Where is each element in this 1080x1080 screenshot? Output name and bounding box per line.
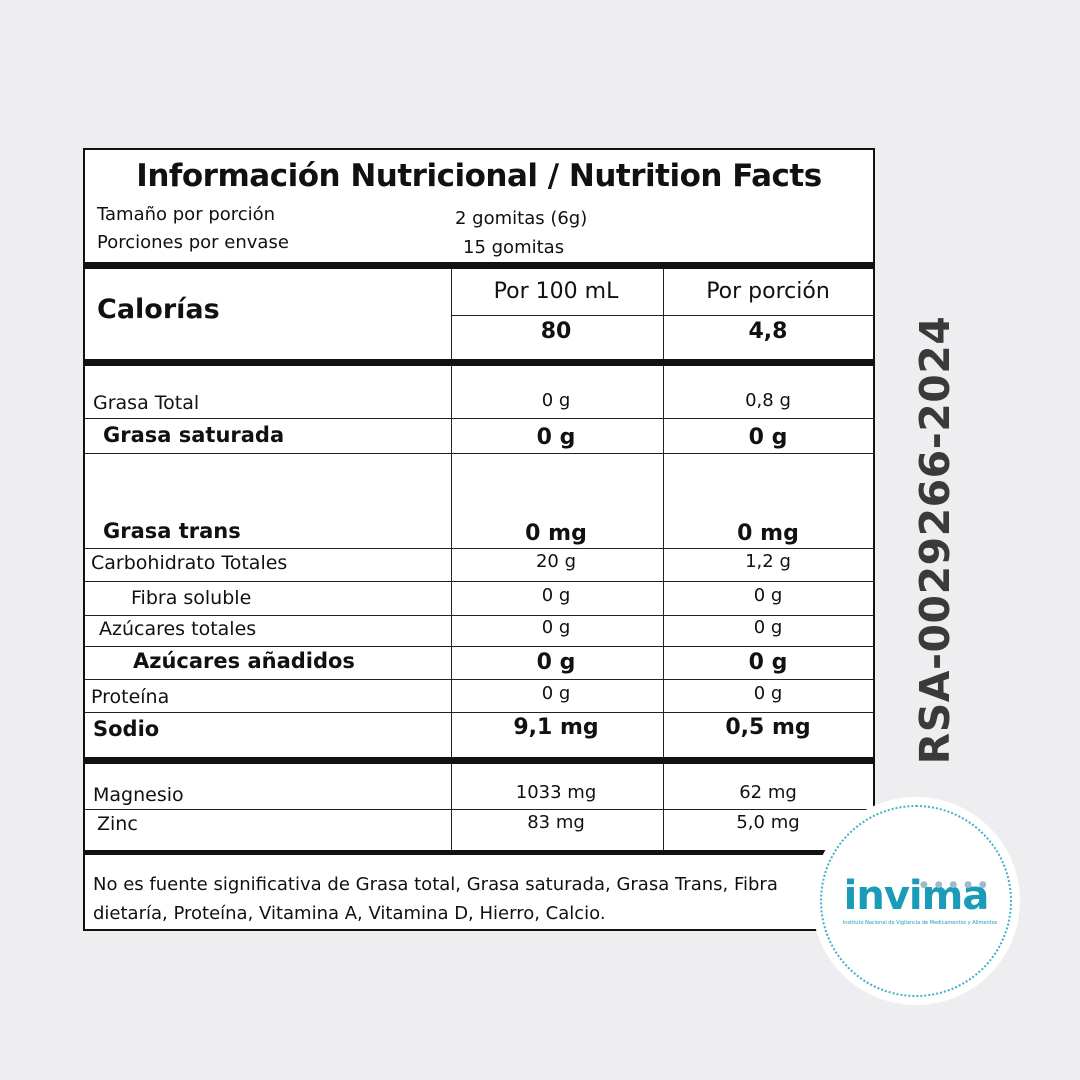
nutrient-value-per-serving: 0 g [748,650,788,675]
nutrient-label-trans-fat: Grasa trans [103,519,241,543]
nutrient-label-magnesium: Magnesio [93,784,184,806]
nutrient-value-per-100ml: 0 g [541,585,571,606]
nutrient-label-total-sugars: Azúcares totales [99,618,257,640]
nutrient-value-per-serving: 0,5 mg [725,715,811,740]
nutrient-value-per-serving: 0 g [753,585,783,606]
column-header-per-100ml: Por 100 mL [493,279,619,304]
nutrient-value-per-serving: 62 mg [739,782,797,803]
nutrient-value-per-100ml: 20 g [535,551,577,572]
label-title: Información Nutricional / Nutrition Fact… [136,158,822,194]
nutrient-label-added-sugars: Azúcares añadidos [133,649,355,673]
nutrition-facts-label: Información Nutricional / Nutrition Fact… [83,148,875,931]
nutrient-value-per-100ml: 0 g [536,425,576,450]
row-divider [85,646,873,647]
nutrient-value-per-100ml: 0 g [536,650,576,675]
thick-divider [85,262,873,269]
servings-per-pack-label: Porciones por envase [97,232,289,253]
nutrient-label-protein: Proteína [91,686,170,708]
invima-logo: invima [812,873,1020,919]
serving-size-label: Tamaño por porción [97,204,276,225]
column-header-per-serving: Por porción [706,279,830,304]
calories-label: Calorías [97,294,220,325]
servings-per-pack-value: 15 gomitas [463,237,565,258]
row-divider [85,418,873,419]
nutrient-value-per-100ml: 0 g [541,617,571,638]
thick-divider [85,359,873,366]
nutrient-value-per-100ml: 0 g [541,390,571,411]
row-divider [85,679,873,680]
nutrient-value-per-100ml: 83 mg [527,812,585,833]
nutrient-label-soluble-fiber: Fibra soluble [131,587,252,609]
nutrient-label-total-fat: Grasa Total [93,392,200,414]
nutrient-value-per-100ml: 0 g [541,683,571,704]
row-divider [85,615,873,616]
column-divider [663,366,664,758]
serving-size-value: 2 gomitas (6g) [455,208,588,229]
thick-divider [85,850,873,855]
nutrient-value-per-serving: 0 g [748,425,788,450]
nutrient-label-saturated-fat: Grasa saturada [103,423,285,447]
nutrient-value-per-100ml: 0 mg [525,521,587,546]
seal-subtitle: Instituto Nacional de Vigilancia de Medi… [842,920,998,926]
calories-per-serving: 4,8 [748,319,788,344]
row-divider [85,809,873,810]
nutrient-value-per-serving: 0 g [753,617,783,638]
invima-seal: invima ● ● ● ● ● Instituto Nacional de V… [812,797,1020,1005]
footnote: No es fuente significativa de Grasa tota… [93,874,778,924]
column-divider [663,764,664,852]
nutrient-value-per-serving: 0,8 g [745,390,791,411]
nutrient-value-per-100ml: 1033 mg [515,782,597,803]
row-divider [451,315,873,316]
nutrient-value-per-serving: 1,2 g [745,551,791,572]
nutrient-label-carbohydrates: Carbohidrato Totales [91,552,288,574]
logo-dots-icon: ● ● ● ● ● [920,880,989,890]
registration-number: RSA-0029266-2024 [911,315,959,765]
row-divider [85,712,873,713]
nutrient-value-per-serving: 0 g [753,683,783,704]
row-divider [85,548,873,549]
nutrient-label-zinc: Zinc [97,813,138,835]
row-divider [85,453,873,454]
column-divider [451,366,452,758]
calories-per-100ml: 80 [540,319,572,344]
nutrient-value-per-serving: 0 mg [737,521,799,546]
column-divider [451,764,452,852]
invima-logo-text: invima [843,873,990,919]
thick-divider [85,757,873,764]
nutrient-value-per-serving: 5,0 mg [736,812,800,833]
row-divider [85,581,873,582]
nutrient-label-sodium: Sodio [93,717,160,741]
nutrient-value-per-100ml: 9,1 mg [513,715,599,740]
seal-ring [820,805,1012,997]
